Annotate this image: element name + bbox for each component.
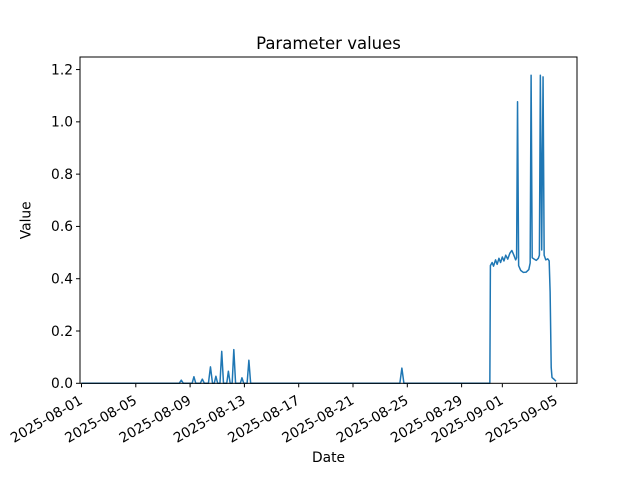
y-tick-label: 0.6 — [51, 219, 73, 235]
y-tick-label: 0.0 — [51, 376, 73, 392]
y-axis-ticks: 0.0 0.2 0.4 0.6 0.8 1.0 1.2 — [51, 62, 80, 392]
y-tick-label: 0.2 — [51, 324, 73, 340]
y-tick-label: 1.2 — [51, 62, 73, 78]
y-tick-label: 1.0 — [51, 115, 73, 131]
chart-title: Parameter values — [256, 34, 401, 53]
axes-frame — [79, 56, 578, 384]
y-tick-label: 0.4 — [51, 272, 73, 288]
x-axis-label: Date — [312, 450, 345, 466]
y-tick-label: 0.8 — [51, 167, 73, 183]
y-axis-label: Value — [19, 201, 35, 239]
